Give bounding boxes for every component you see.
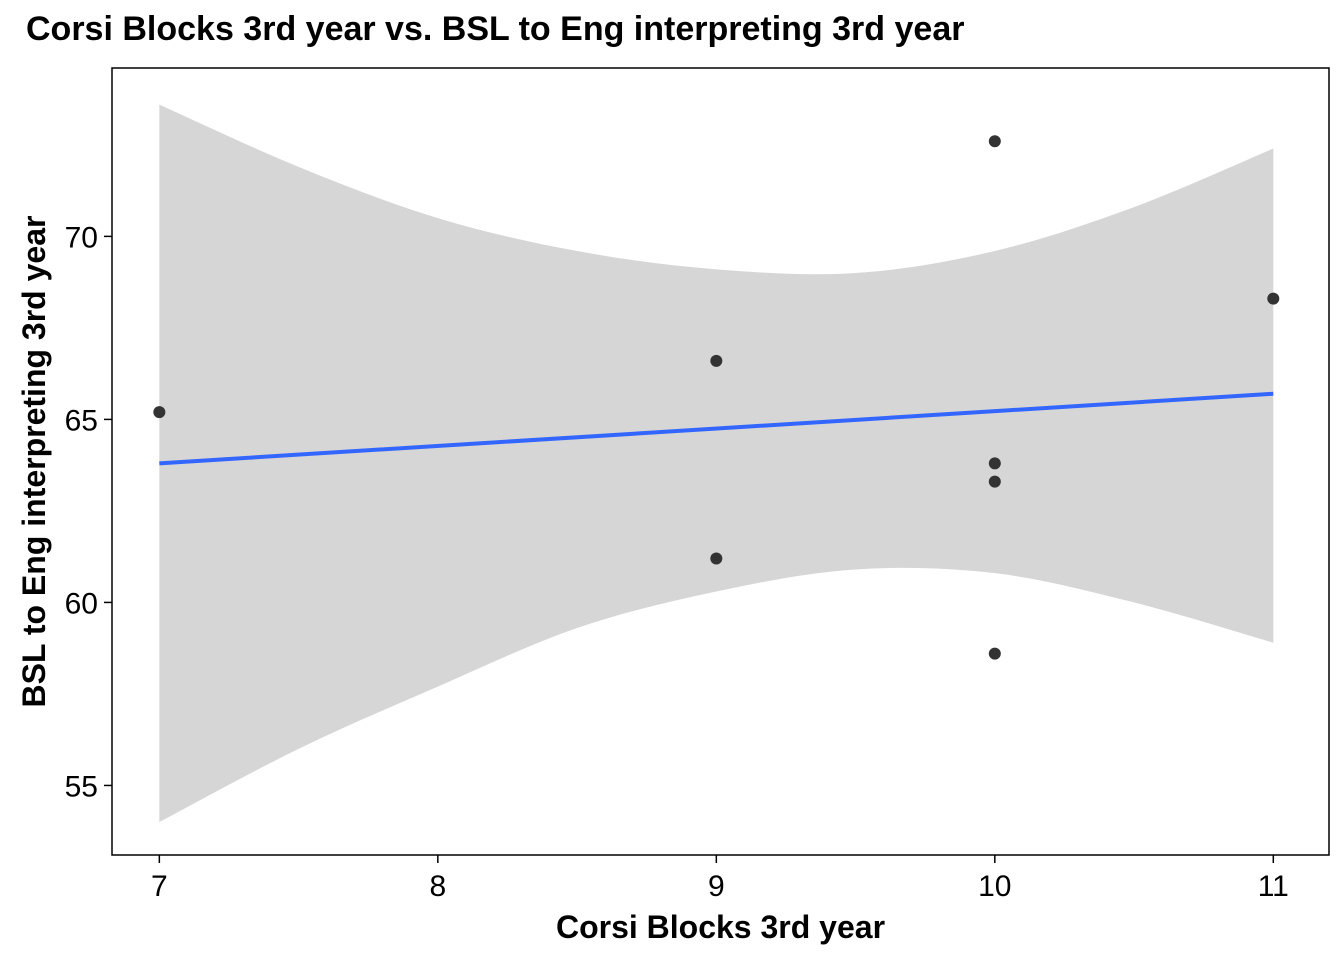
x-tick-label: 11 <box>1258 870 1289 903</box>
data-point <box>153 406 166 419</box>
data-point <box>710 354 723 367</box>
data-point <box>988 457 1001 470</box>
regression-line-layer <box>159 391 1274 466</box>
y-axis-ticks: 55 60 65 70 <box>65 221 112 803</box>
x-tick-label: 8 <box>429 870 446 903</box>
x-axis-title: Corsi Blocks 3rd year <box>556 909 885 945</box>
y-tick-label: 55 <box>65 770 98 803</box>
data-points-layer <box>153 135 1280 660</box>
regression-line <box>159 391 1274 466</box>
data-point <box>988 135 1001 148</box>
y-axis-title: BSL to Eng interpreting 3rd year <box>16 216 52 708</box>
data-point <box>1267 292 1280 305</box>
x-axis-ticks: 7 8 9 10 11 <box>151 855 1289 903</box>
chart-title: Corsi Blocks 3rd year vs. BSL to Eng int… <box>26 10 965 48</box>
y-tick-label: 60 <box>65 587 98 620</box>
x-tick-label: 10 <box>978 870 1011 903</box>
x-tick-label: 9 <box>708 870 725 903</box>
plot-panel-border <box>111 67 1330 856</box>
data-point <box>988 475 1001 488</box>
confidence-band-layer <box>159 104 1274 823</box>
confidence-band <box>159 104 1274 823</box>
x-tick-label: 7 <box>151 870 168 903</box>
y-tick-label: 65 <box>65 404 98 437</box>
y-tick-label: 70 <box>65 221 98 254</box>
data-point <box>710 552 723 565</box>
data-point <box>988 647 1001 660</box>
